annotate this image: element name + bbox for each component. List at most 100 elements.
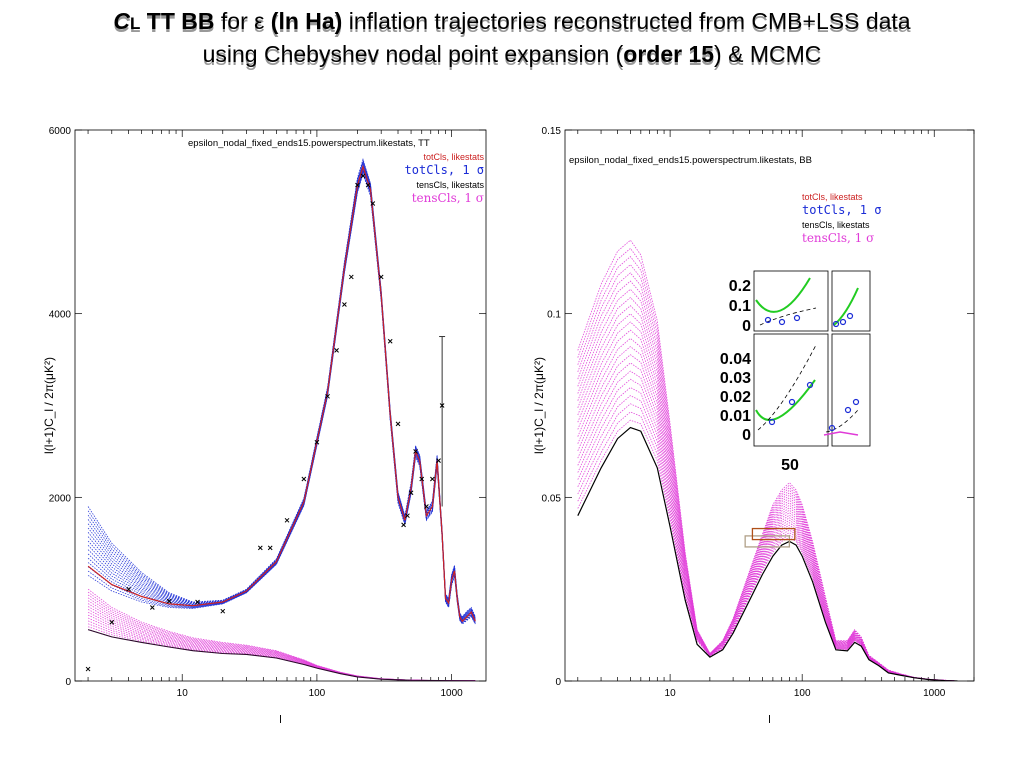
- inset: 0.2 0.1 0 0.04 0.03 0.02 0.01 0 50: [720, 270, 892, 474]
- tenscls-trajectory: [87, 623, 476, 681]
- tenscls-trajectory: [577, 296, 958, 681]
- plot-frame: [564, 129, 975, 682]
- legend-item: totCls, likestats: [423, 152, 484, 162]
- tenscls-trajectory: [577, 419, 958, 681]
- title-line-2-post: ) & MCMC: [714, 41, 822, 67]
- title-order: order 15: [623, 41, 715, 67]
- data-point: [430, 476, 435, 482]
- binned-box: [751, 527, 796, 541]
- page-title: CL TT BB for ε (ln Ha) inflation traject…: [0, 6, 1024, 70]
- binned-box: [744, 535, 791, 548]
- inset-xtick: 50: [781, 457, 799, 474]
- totcls-likestats-line: [87, 164, 476, 623]
- data-point: [378, 274, 384, 280]
- data-point: [413, 449, 418, 454]
- title-line-2-pre: using Chebyshev nodal point expansion (: [202, 41, 624, 67]
- title-for: for: [214, 8, 255, 34]
- title-cl-subscript: L: [130, 14, 141, 33]
- x-axis-label: l: [279, 714, 281, 726]
- data-point: [325, 393, 330, 399]
- data-point: [109, 619, 115, 625]
- chart-title: epsilon_nodal_fixed_ends15.powerspectrum…: [188, 138, 430, 149]
- inset-bottom-ytick: 0.01: [720, 408, 751, 425]
- data-point: [166, 598, 172, 604]
- y-tick-label: 0: [65, 677, 71, 688]
- data-point: [301, 476, 307, 482]
- x-tick-label: 100: [794, 688, 811, 699]
- x-tick-label: 100: [309, 688, 326, 699]
- tenscls-trajectory: [577, 387, 958, 681]
- y-axis-label: l(l+1)C_l / 2π(μK²): [42, 357, 56, 454]
- x-tick-label: 1000: [440, 688, 463, 699]
- y-tick-label: 0: [555, 677, 561, 688]
- x-tick-label: 10: [665, 688, 677, 699]
- data-point: [220, 608, 226, 614]
- data-point: [365, 182, 371, 188]
- inset-bottom-ytick: 0: [742, 427, 751, 444]
- inset-green-curve: [755, 379, 816, 421]
- inset-bottom-ytick: 0.02: [720, 389, 751, 406]
- data-point: [401, 522, 406, 528]
- tenscls-trajectory: [87, 611, 476, 681]
- tenscls-trajectory: [87, 614, 476, 681]
- data-point: [436, 458, 441, 463]
- data-point: [314, 439, 320, 445]
- inset-data-point: [788, 398, 796, 406]
- title-line-2: using Chebyshev nodal point expansion (o…: [0, 39, 1024, 70]
- tenscls-trajectory: [87, 609, 476, 681]
- data-point: [195, 599, 200, 605]
- tenscls-trajectory: [87, 597, 476, 681]
- data-point: [424, 504, 429, 509]
- inset-green-curve: [755, 277, 811, 313]
- title-epsilon: ε: [254, 8, 265, 34]
- inset-dashed-curve: [825, 409, 859, 433]
- legend-item: totCls, 1 σ: [802, 203, 881, 217]
- inset-data-point: [764, 316, 772, 324]
- legend-item: tensCls, likestats: [802, 220, 870, 230]
- totcls-trajectory: [87, 172, 476, 625]
- data-point: [419, 476, 425, 482]
- data-layer: [85, 158, 476, 681]
- x-tick-label: 1000: [923, 688, 946, 699]
- y-tick-label: 4000: [49, 310, 72, 321]
- inset-dashed-curve: [757, 344, 817, 431]
- totcls-trajectory: [87, 168, 476, 623]
- tenscls-trajectory: [87, 629, 476, 681]
- tenscls-trajectory: [87, 617, 476, 681]
- inset-data-point: [793, 314, 801, 322]
- totcls-trajectory: [87, 169, 476, 623]
- title-tt-bb: TT BB: [140, 8, 215, 34]
- inset-data-point: [806, 381, 814, 389]
- data-point: [355, 182, 360, 188]
- chart-title: epsilon_nodal_fixed_ends15.powerspectrum…: [569, 155, 812, 166]
- tt-plot: 10 100 1000 0 2000 4000 6000 l l(l+1)C_l / 2π(μK…: [42, 126, 487, 726]
- data-point: [342, 302, 347, 307]
- legend-item: totCls, 1 σ: [405, 163, 484, 177]
- data-point: [85, 666, 91, 672]
- data-point: [257, 545, 263, 551]
- inset-data-point: [844, 406, 852, 414]
- tenscls-trajectory: [577, 411, 958, 681]
- legend-item: tensCls, 1 σ: [802, 231, 874, 245]
- inset-data-point: [846, 312, 854, 320]
- y-tick-label: 0.1: [547, 310, 561, 321]
- inset-frame: [831, 270, 871, 332]
- inset-frame: [753, 333, 829, 447]
- y-tick-label: 0.15: [542, 126, 562, 137]
- plot-frame: [74, 129, 487, 682]
- data-point: [360, 173, 366, 179]
- tenscls-trajectory: [577, 378, 958, 681]
- inset-pink-curve: [823, 431, 859, 436]
- inset-top-ytick: 0: [742, 318, 751, 335]
- title-line-1: CL TT BB for ε (ln Ha) inflation traject…: [0, 6, 1024, 39]
- totcls-trajectory: [87, 170, 476, 624]
- tenscls-likestats-line: [87, 629, 476, 681]
- inset-top-ytick: 0.2: [729, 278, 751, 295]
- data-point: [370, 201, 376, 206]
- inset-bottom-ytick: 0.04: [720, 351, 751, 368]
- title-rest: inflation trajectories reconstructed fro…: [342, 8, 911, 34]
- title-cl-letter: C: [113, 8, 131, 34]
- totcls-trajectory: [87, 171, 476, 625]
- data-point: [348, 274, 354, 280]
